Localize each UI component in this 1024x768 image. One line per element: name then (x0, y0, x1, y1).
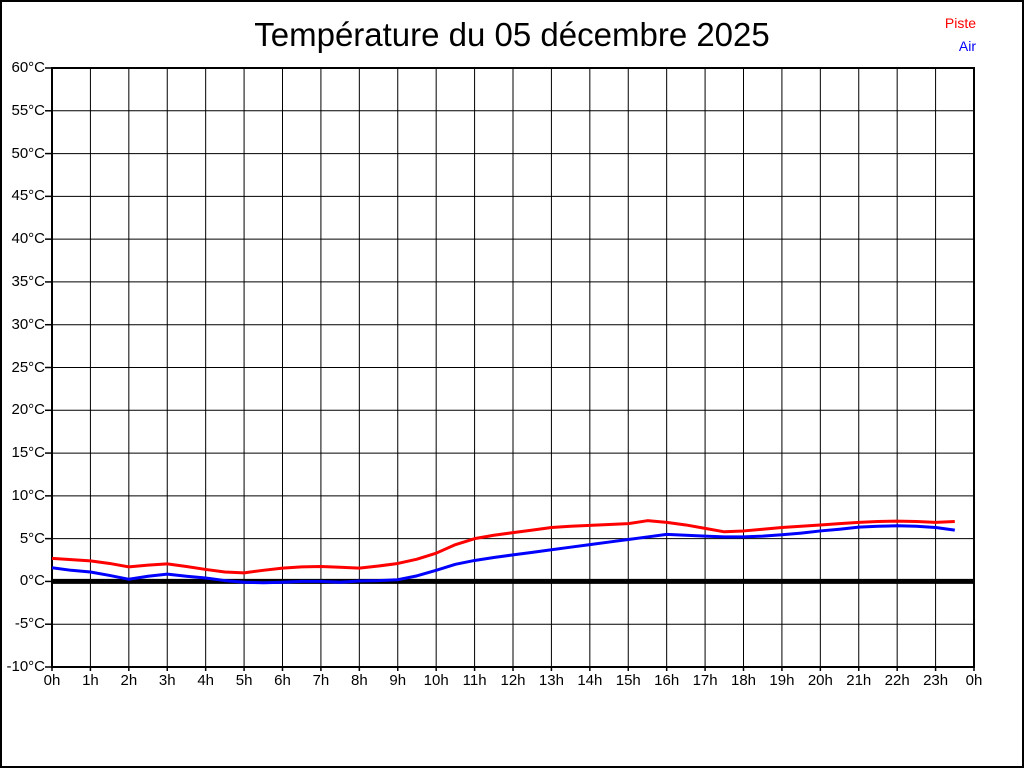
x-axis-label: 0h (43, 672, 61, 689)
x-axis-label: 12h (500, 672, 526, 689)
y-axis-label: -10°C (6, 658, 45, 675)
chart-title: Température du 05 décembre 2025 (254, 16, 770, 53)
air-line (51, 524, 955, 585)
x-axis-label: 17h (692, 672, 718, 689)
y-axis-label: 20°C (11, 401, 45, 419)
x-axis-label: 3h (158, 672, 176, 689)
y-axis-label: 55°C (11, 101, 45, 119)
y-axis-label: 35°C (11, 272, 45, 290)
y-axis-label: 5°C (19, 529, 45, 547)
x-axis-label: 9h (389, 672, 407, 689)
x-axis-label: 4h (197, 672, 214, 689)
x-axis-label: 16h (654, 672, 680, 689)
x-axis-label: 19h (769, 672, 795, 689)
y-axis-label: 15°C (11, 444, 45, 462)
x-axis-label: 23h (923, 672, 949, 689)
piste-line (51, 519, 955, 575)
legend-item-piste: Piste (944, 15, 976, 31)
legend: Piste Air (945, 12, 976, 58)
x-axis-label: 20h (807, 672, 833, 689)
y-axis-label: 60°C (11, 59, 45, 76)
x-axis-label: 0h (965, 672, 983, 689)
legend-item-air: Air (958, 38, 976, 54)
y-axis-label: 40°C (11, 230, 45, 248)
x-axis-label: 2h (120, 672, 138, 689)
y-axis-label: 50°C (11, 144, 45, 162)
x-axis-label: 15h (615, 672, 641, 689)
plot-border (51, 67, 975, 668)
x-axis-label: 21h (846, 672, 872, 689)
x-axis-label: 18h (730, 672, 757, 689)
x-axis-label: 10h (423, 672, 449, 689)
y-axis-label: 45°C (11, 187, 45, 205)
x-axis-label: 5h (235, 672, 253, 689)
x-axis-label: 1h (82, 672, 99, 689)
y-axis-labels: 60°C 55°C 50°C 45°C 40°C 35°C 30°C 25°C 20°C 15°C… (2, 2, 46, 766)
x-axis-label: 7h (312, 672, 330, 689)
x-axis-label: 13h (538, 672, 564, 689)
x-axis-label: 8h (350, 672, 368, 689)
y-axis-label: 0°C (19, 572, 45, 590)
y-axis-label: -5°C (14, 615, 45, 633)
x-axis-label: 14h (577, 672, 603, 689)
y-axis-label: 10°C (11, 486, 45, 504)
x-axis-label: 6h (274, 672, 291, 689)
x-axis-label: 22h (884, 672, 910, 689)
y-axis-label: 30°C (11, 315, 45, 333)
y-axis-label: 25°C (11, 358, 45, 376)
x-axis-label: 11h (462, 672, 487, 689)
